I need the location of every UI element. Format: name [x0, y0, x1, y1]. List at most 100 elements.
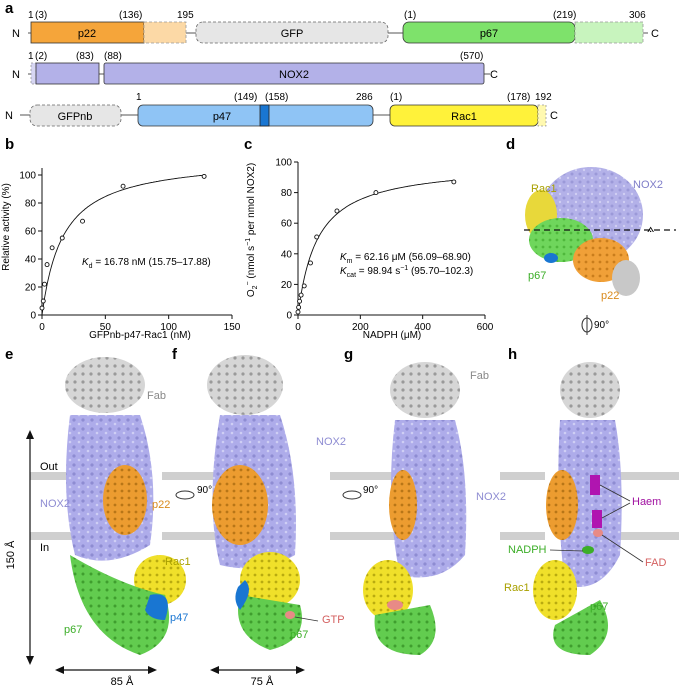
panel-letter-c: c: [244, 136, 253, 153]
tick-r2-88: (88): [104, 51, 122, 62]
panel-letter-a: a: [5, 0, 14, 17]
gfpnb-domain: [29, 104, 122, 127]
data-point: [296, 304, 302, 310]
p67-tail: [574, 21, 644, 44]
chart-c-xlabel: NADPH (μM): [363, 330, 422, 340]
y-tick-label: 20: [25, 283, 37, 294]
panel-d-density-map: ⟑ Rac1 NOX2 p67 p22 90°: [524, 167, 676, 335]
d-label-p22: p22: [601, 290, 619, 302]
y-tick-label: 60: [281, 219, 293, 230]
fit-curve: [297, 179, 454, 316]
g-label-fab: Fab: [470, 370, 489, 382]
y-tick-label: 100: [19, 171, 36, 182]
x-tick-label: 50: [100, 322, 112, 333]
construct-diagram: N p22 GFP p67 C 1 (3) (136) 195 (1) (219…: [5, 10, 659, 127]
row3-n-label: N: [5, 110, 13, 122]
p67-label: p67: [480, 28, 498, 40]
chart-c-km-annotation: Km = 62.16 μM (56.09–68.90): [340, 252, 471, 265]
nox2-domain-1: [35, 62, 100, 85]
tick-r2-2: (2): [35, 51, 47, 62]
row1-n-label: N: [12, 28, 20, 40]
data-point: [39, 305, 45, 311]
tick-r3-158: (158): [265, 92, 288, 103]
chart-b-xlabel: GFPnb-p47-Rac1 (nM): [89, 330, 191, 340]
p47-label: p47: [213, 111, 231, 123]
data-point: [40, 298, 46, 304]
data-point: [301, 283, 307, 289]
fit-curve: [41, 174, 205, 316]
data-point: [80, 218, 85, 224]
tick-r2-570: (570): [460, 51, 483, 62]
e-label-rac1: Rac1: [165, 556, 191, 568]
data-point: [334, 208, 340, 214]
data-point: [314, 234, 320, 240]
e-scale-vertical: 150 Å: [4, 540, 17, 569]
y-tick-label: 0: [30, 311, 36, 322]
panel-letter-e: e: [5, 346, 14, 363]
tick-3: (3): [35, 10, 47, 21]
p47-domain: [137, 104, 374, 127]
data-point: [298, 292, 304, 298]
tick-r3-192: 192: [535, 92, 552, 103]
chart-c-ylabel: O2− (nmol s−1 per nmol NOX2): [245, 163, 259, 297]
chart-c: 0 200 400 600 0 20 40 60 80 100 O2− (nmol s−1 per…: [245, 158, 494, 341]
structure-panels: Fab Out In NOX2 p22 Rac1 p47 p67 90° 150…: [4, 355, 679, 685]
data-point: [44, 262, 50, 268]
y-tick-label: 80: [25, 199, 37, 210]
p47-segment: [259, 104, 270, 127]
h-label-rac1: Rac1: [504, 582, 530, 594]
row1-c-label: C: [651, 28, 659, 40]
p22-label: p22: [78, 28, 96, 40]
e-label-fab: Fab: [147, 390, 166, 402]
data-point: [49, 245, 55, 251]
e-label-in: In: [40, 542, 49, 554]
f-scale-horizontal: 75 Å: [251, 675, 274, 685]
tick-r3-1: 1: [136, 92, 142, 103]
d-fab-blob: [612, 260, 640, 296]
data-point: [201, 173, 207, 179]
e-label-p47: p47: [170, 612, 188, 624]
chart-b: 0 50 100 150 0 20 40 60 80 100 Relative activity …: [1, 168, 240, 340]
tick-219: (219): [553, 10, 576, 21]
d-rotation-label: 90°: [594, 320, 609, 331]
f-label-nox2: NOX2: [316, 436, 346, 448]
svg-text:⟑: ⟑: [647, 221, 654, 235]
data-point: [373, 190, 379, 196]
data-point: [42, 281, 47, 287]
x-tick-label: 400: [414, 322, 431, 333]
x-tick-label: 200: [352, 322, 369, 333]
g-label-nox2: NOX2: [476, 491, 506, 503]
y-tick-label: 40: [25, 255, 37, 266]
chart-b-kd-annotation: Kd = 16.78 nM (15.75–17.88): [82, 257, 211, 270]
tick-r2-1: 1: [28, 51, 34, 62]
e-scale-horizontal: 85 Å: [111, 675, 134, 685]
p22-tail: [143, 21, 187, 44]
x-tick-label: 600: [477, 322, 494, 333]
data-point: [295, 309, 301, 315]
panel-letter-d: d: [506, 136, 516, 153]
gfp-domain: [195, 21, 389, 44]
y-tick-label: 0: [286, 311, 292, 322]
y-tick-label: 100: [275, 158, 292, 169]
x-tick-label: 100: [160, 322, 177, 333]
tick-r3-149: (149): [234, 92, 257, 103]
chart-c-kcat-annotation: Kcat = 98.94 s−1 (95.70–102.3): [340, 265, 473, 279]
tick-306: 306: [629, 10, 646, 21]
row2-c-label: C: [490, 69, 498, 81]
y-tick-label: 80: [281, 188, 293, 199]
row2-n-label: N: [12, 69, 20, 81]
h-label-haem: Haem: [632, 496, 661, 508]
e-label-p22: p22: [152, 499, 170, 511]
tick-r3-178: (178): [507, 92, 530, 103]
data-point: [308, 260, 313, 266]
gfpnb-label: GFPnb: [58, 111, 93, 123]
h-label-p67: p67: [590, 601, 608, 613]
tick-1: 1: [28, 10, 34, 21]
panel-letter-h: h: [508, 346, 518, 363]
data-point: [120, 183, 126, 189]
e-label-p67: p67: [64, 624, 82, 636]
d-label-nox2: NOX2: [633, 179, 663, 191]
tick-195: 195: [177, 10, 194, 21]
panel-letter-f: f: [172, 346, 177, 363]
tick-136: (136): [119, 10, 142, 21]
